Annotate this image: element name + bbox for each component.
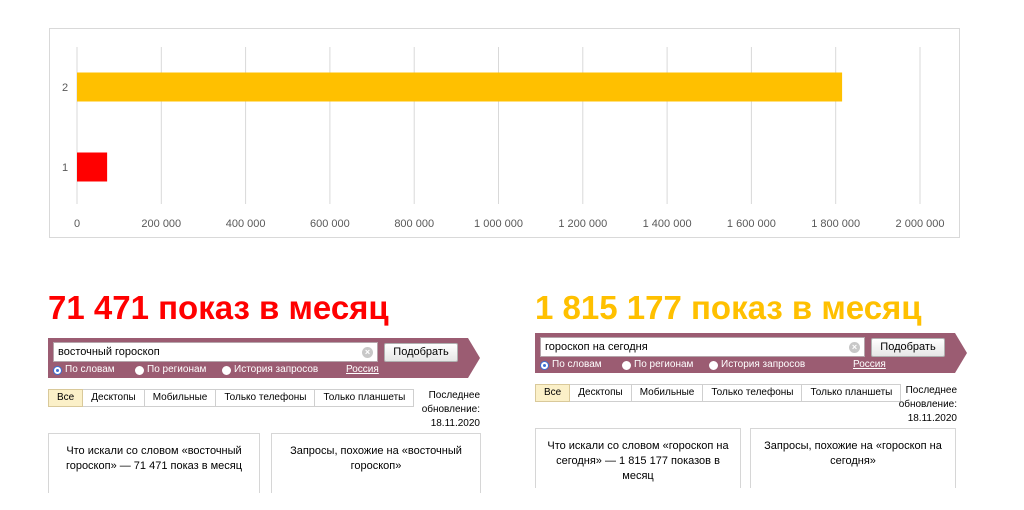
clear-icon[interactable]: × bbox=[362, 347, 373, 358]
search-bar-arrow bbox=[468, 338, 480, 378]
headline-right-impressions: 1 815 177 показ в месяц bbox=[535, 289, 922, 326]
radio-label: История запросов bbox=[721, 359, 806, 370]
last-updated-line2: обновление: 18.11.2020 bbox=[898, 399, 957, 424]
wordstat-panel-right: гороскоп на сегодня × Подобрать По слова… bbox=[535, 333, 970, 510]
radio-label: По регионам bbox=[634, 359, 694, 370]
radio-icon bbox=[709, 360, 718, 370]
similar-queries-column: Запросы, похожие на «восточный гороскоп» bbox=[271, 433, 481, 493]
x-tick-label: 400 000 bbox=[226, 218, 266, 230]
tab-desktops[interactable]: Десктопы bbox=[83, 389, 145, 407]
search-bar: гороскоп на сегодня × Подобрать По слова… bbox=[535, 333, 955, 373]
last-updated: Последнее обновление: 18.11.2020 bbox=[370, 389, 480, 431]
radio-by-regions[interactable]: По регионам bbox=[135, 364, 206, 376]
search-input[interactable]: восточный гороскоп × bbox=[53, 342, 378, 362]
region-link[interactable]: Россия bbox=[346, 364, 379, 375]
radio-by-regions[interactable]: По регионам bbox=[622, 359, 693, 371]
searched-with-word-column: Что искали со словом «гороскоп на сегодн… bbox=[535, 428, 741, 488]
x-tick-label: 1 800 000 bbox=[811, 218, 860, 230]
last-updated: Последнее обновление: 18.11.2020 bbox=[847, 384, 957, 426]
tab-phones-only[interactable]: Только телефоны bbox=[703, 384, 803, 402]
radio-query-history[interactable]: История запросов bbox=[709, 359, 805, 371]
bar bbox=[77, 72, 843, 102]
tab-phones-only[interactable]: Только телефоны bbox=[216, 389, 316, 407]
category-label: 1 bbox=[62, 162, 68, 174]
search-button[interactable]: Подобрать bbox=[384, 343, 458, 362]
search-bar-arrow bbox=[955, 333, 967, 373]
radio-icon bbox=[622, 360, 631, 370]
category-label: 2 bbox=[62, 82, 68, 94]
headline-left-impressions: 71 471 показ в месяц bbox=[48, 289, 389, 326]
search-query-text: гороскоп на сегодня bbox=[545, 341, 648, 353]
x-tick-label: 1 600 000 bbox=[727, 218, 776, 230]
tab-all[interactable]: Все bbox=[48, 389, 84, 407]
last-updated-line1: Последнее bbox=[428, 390, 480, 401]
tab-all[interactable]: Все bbox=[535, 384, 571, 402]
x-tick-label: 600 000 bbox=[310, 218, 350, 230]
bar bbox=[77, 152, 108, 182]
x-tick-label: 200 000 bbox=[141, 218, 181, 230]
tab-tablets-only[interactable]: Только планшеты bbox=[802, 384, 902, 402]
x-tick-label: 800 000 bbox=[394, 218, 434, 230]
device-tabs: Все Десктопы Мобильные Только телефоны Т… bbox=[535, 384, 902, 402]
device-tabs: Все Десктопы Мобильные Только телефоны Т… bbox=[48, 389, 415, 407]
radio-selected-icon bbox=[53, 365, 62, 375]
search-input[interactable]: гороскоп на сегодня × bbox=[540, 337, 865, 357]
x-tick-label: 1 000 000 bbox=[474, 218, 523, 230]
tab-mobile[interactable]: Мобильные bbox=[631, 384, 704, 402]
wordstat-panel-left: восточный гороскоп × Подобрать По словам… bbox=[48, 338, 483, 510]
region-link[interactable]: Россия bbox=[853, 359, 886, 370]
radio-selected-icon bbox=[540, 360, 549, 370]
x-tick-label: 0 bbox=[74, 218, 80, 230]
radio-query-history[interactable]: История запросов bbox=[222, 364, 318, 376]
bar-chart: 0 200 000 400 000 600 000 800 000 1 000 000 1 … bbox=[49, 28, 960, 238]
search-button[interactable]: Подобрать bbox=[871, 338, 945, 357]
search-query-text: восточный гороскоп bbox=[58, 346, 160, 358]
radio-label: История запросов bbox=[234, 364, 319, 375]
chart-canvas: 0 200 000 400 000 600 000 800 000 1 000 000 1 … bbox=[62, 47, 945, 230]
radio-label: По словам bbox=[552, 359, 602, 370]
last-updated-line1: Последнее bbox=[905, 385, 957, 396]
tab-desktops[interactable]: Десктопы bbox=[570, 384, 632, 402]
radio-by-words[interactable]: По словам bbox=[53, 364, 115, 376]
search-bar: восточный гороскоп × Подобрать По словам… bbox=[48, 338, 468, 378]
last-updated-line2: обновление: 18.11.2020 bbox=[421, 404, 480, 429]
clear-icon[interactable]: × bbox=[849, 342, 860, 353]
tab-mobile[interactable]: Мобильные bbox=[144, 389, 217, 407]
x-tick-label: 2 000 000 bbox=[896, 218, 945, 230]
tab-tablets-only[interactable]: Только планшеты bbox=[315, 389, 415, 407]
x-tick-label: 1 400 000 bbox=[643, 218, 692, 230]
radio-label: По регионам bbox=[147, 364, 207, 375]
searched-with-word-column: Что искали со словом «восточный гороскоп… bbox=[48, 433, 260, 493]
radio-icon bbox=[135, 365, 144, 375]
radio-by-words[interactable]: По словам bbox=[540, 359, 602, 371]
radio-label: По словам bbox=[65, 364, 115, 375]
x-tick-label: 1 200 000 bbox=[558, 218, 607, 230]
similar-queries-column: Запросы, похожие на «гороскоп на сегодня… bbox=[750, 428, 956, 488]
radio-icon bbox=[222, 365, 231, 375]
